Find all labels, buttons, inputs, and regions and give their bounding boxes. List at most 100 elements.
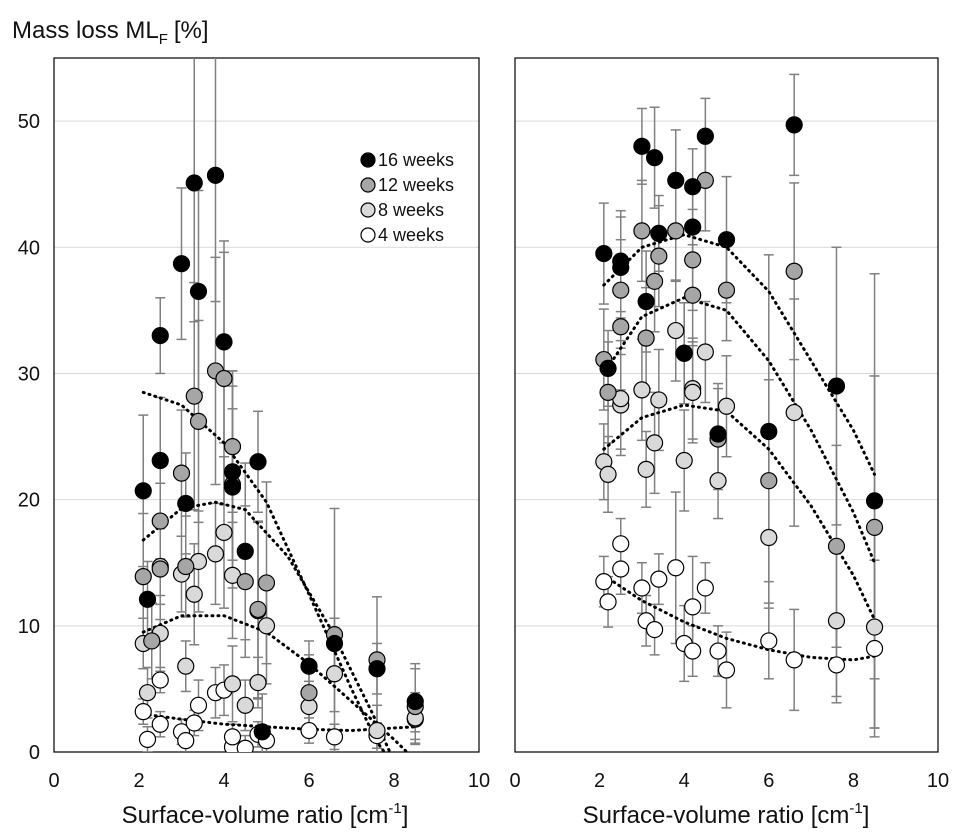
legend-label: 4 weeks (378, 225, 444, 245)
data-point (406, 692, 424, 711)
data-point (189, 412, 208, 431)
data-point (599, 383, 617, 401)
data-point (134, 703, 152, 721)
data-point (172, 464, 191, 482)
x-tick-label: 0 (509, 770, 520, 792)
data-point (760, 632, 778, 650)
data-point (206, 166, 225, 184)
data-point (134, 482, 152, 500)
data-point (236, 739, 254, 752)
data-point (151, 451, 169, 470)
data-point (177, 732, 195, 750)
data-point (637, 329, 655, 347)
data-point (667, 321, 685, 340)
data-point (368, 660, 386, 678)
x-tick-label: 8 (848, 770, 859, 792)
data-point (785, 403, 803, 422)
data-point (684, 383, 702, 401)
x-tick-label: 8 (388, 770, 399, 792)
data-point (760, 422, 778, 441)
legend-marker (360, 227, 376, 243)
data-point (595, 573, 613, 591)
trend-line (602, 296, 876, 565)
data-point (300, 657, 318, 675)
data-point (650, 247, 668, 265)
data-point (177, 494, 195, 513)
right-panel: 0 2 4 6 8 10 (509, 57, 949, 792)
data-point (599, 593, 617, 611)
data-point (612, 535, 630, 553)
data-point (215, 333, 233, 351)
data-point (865, 518, 884, 536)
data-point (717, 281, 736, 299)
data-point (633, 381, 651, 399)
data-point (185, 174, 203, 192)
x-tick-label: 0 (48, 770, 59, 792)
legend: 16 weeks 12 weeks 8 weeks 4 weeks (360, 150, 454, 245)
data-point (633, 137, 651, 155)
x-axis-title-right: Surface-volume ratio [cm-1] (583, 800, 870, 829)
data-point (215, 523, 233, 542)
data-point (185, 714, 203, 732)
data-point (865, 492, 884, 510)
data-point (151, 671, 169, 689)
data-point (785, 651, 803, 669)
data-point (223, 478, 242, 496)
y-tick-label: 40 (18, 237, 40, 259)
data-point (865, 618, 884, 636)
data-point (300, 721, 318, 740)
data-point (650, 570, 668, 588)
data-point (151, 560, 169, 578)
x-tick-label: 4 (218, 770, 229, 792)
data-point (827, 656, 846, 674)
data-point (185, 387, 203, 405)
y-tick-label: 10 (18, 616, 40, 638)
data-point (257, 617, 276, 635)
y-tick-label: 30 (18, 363, 40, 385)
y-tick-label: 50 (18, 111, 40, 133)
data-point (257, 574, 276, 592)
x-axis-title-left: Surface-volume ratio [cm-1] (122, 800, 409, 829)
data-point (612, 318, 630, 336)
data-point (827, 537, 846, 555)
data-point (650, 391, 668, 409)
data-point (612, 258, 630, 277)
plot-area (595, 73, 884, 738)
data-point (325, 728, 344, 746)
data-point (612, 560, 630, 578)
data-point (223, 675, 242, 693)
data-point (709, 425, 727, 443)
data-point (249, 600, 267, 619)
data-point (827, 612, 846, 630)
data-point (827, 377, 846, 395)
x-tick-label: 6 (303, 770, 314, 792)
data-point (215, 369, 233, 388)
data-point (696, 127, 714, 145)
y-tick-label: 0 (29, 742, 40, 764)
data-point (223, 728, 242, 746)
trend-line (602, 233, 876, 476)
data-point (709, 472, 727, 490)
legend-label: 16 weeks (378, 150, 454, 170)
y-tick-label: 20 (18, 490, 40, 512)
data-point (223, 463, 242, 481)
data-point (684, 598, 702, 616)
data-point (645, 434, 664, 452)
y-axis-title: Mass loss MLF [%] (12, 17, 209, 48)
plot-frame (514, 57, 939, 753)
data-point (177, 657, 195, 675)
data-point (760, 472, 778, 490)
data-point (177, 557, 195, 576)
x-tick-label: 2 (133, 770, 144, 792)
data-point (143, 632, 161, 650)
data-point (675, 451, 693, 470)
data-point (612, 281, 630, 299)
data-point (151, 512, 169, 530)
legend-marker (360, 177, 376, 193)
trend-line (602, 573, 876, 662)
data-point (138, 684, 157, 702)
data-point (717, 661, 736, 679)
data-point (633, 222, 651, 240)
data-point (675, 344, 693, 362)
